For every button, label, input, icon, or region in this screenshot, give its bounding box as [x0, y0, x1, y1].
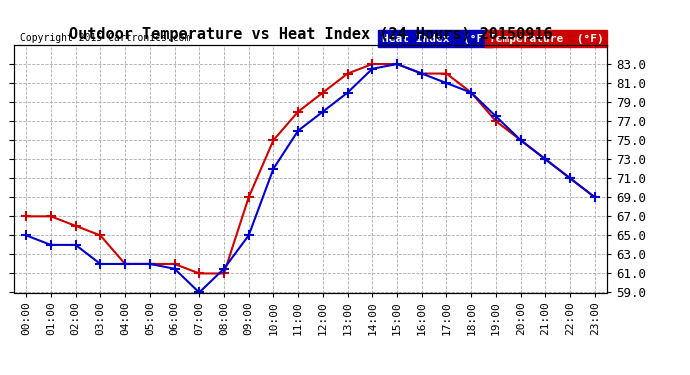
Text: Heat Index  (°F): Heat Index (°F) — [382, 34, 490, 44]
Text: Copyright 2015 Cartronics.com: Copyright 2015 Cartronics.com — [20, 33, 190, 42]
Title: Outdoor Temperature vs Heat Index (24 Hours) 20150916: Outdoor Temperature vs Heat Index (24 Ho… — [69, 27, 552, 42]
Text: Temperature  (°F): Temperature (°F) — [489, 34, 603, 44]
